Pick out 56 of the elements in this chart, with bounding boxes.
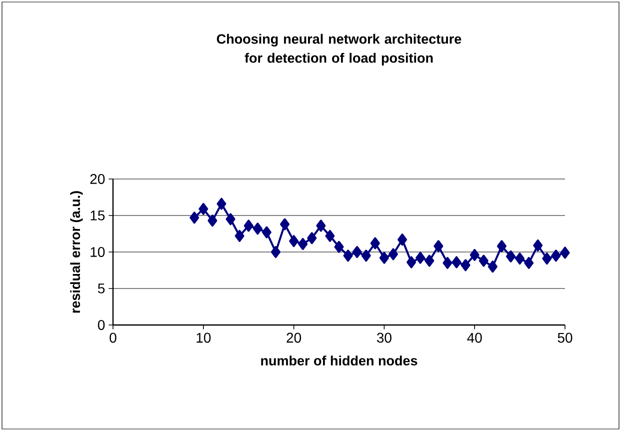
- point: [343, 250, 353, 262]
- point: [470, 248, 480, 261]
- point: [226, 213, 236, 226]
- point: [452, 256, 462, 268]
- x-tick-label: 30: [376, 332, 392, 343]
- point: [208, 214, 218, 227]
- point: [325, 230, 335, 242]
- point: [533, 239, 543, 252]
- point: [560, 246, 570, 259]
- point: [198, 202, 208, 215]
- point: [361, 250, 371, 262]
- y-tick-label: 10: [90, 247, 105, 257]
- point: [270, 246, 280, 258]
- x-tick-label: 0: [110, 332, 116, 343]
- point: [262, 226, 272, 238]
- point: [370, 237, 380, 250]
- point: [424, 254, 434, 267]
- point: [488, 260, 498, 273]
- x-tick-label: 10: [196, 332, 211, 343]
- x-axis-title: number of hidden nodes: [261, 356, 418, 366]
- point: [298, 238, 308, 250]
- point: [478, 254, 488, 267]
- point: [334, 240, 344, 253]
- point: [442, 256, 452, 269]
- y-axis-title: residual error (a.u.): [70, 191, 83, 313]
- x-tick-label: 50: [558, 332, 572, 343]
- point: [216, 198, 226, 210]
- y-tick-label: 5: [98, 284, 105, 294]
- point: [542, 252, 552, 265]
- point: [524, 256, 534, 269]
- point: [506, 250, 516, 262]
- point: [515, 252, 525, 265]
- point: [280, 218, 290, 230]
- point: [234, 230, 244, 242]
- point: [398, 234, 408, 246]
- point: [496, 240, 506, 252]
- point: [307, 232, 317, 244]
- y-tick-label: 15: [90, 210, 105, 220]
- point: [252, 222, 262, 235]
- point: [289, 235, 299, 248]
- point: [406, 256, 416, 268]
- y-tick-label: 0: [98, 320, 105, 330]
- point: [190, 212, 200, 224]
- point: [434, 240, 444, 252]
- point: [460, 259, 470, 272]
- point: [316, 220, 326, 232]
- point: [416, 252, 426, 264]
- point: [551, 250, 561, 262]
- point: [352, 246, 362, 258]
- x-tick-label: 20: [286, 332, 302, 343]
- y-tick-label: 20: [90, 174, 105, 184]
- x-tick-label: 40: [467, 332, 482, 343]
- point: [379, 252, 389, 264]
- point: [244, 220, 254, 232]
- chart-title: Choosing neural network architecture for detection of load position: [216, 34, 462, 66]
- point: [388, 248, 398, 260]
